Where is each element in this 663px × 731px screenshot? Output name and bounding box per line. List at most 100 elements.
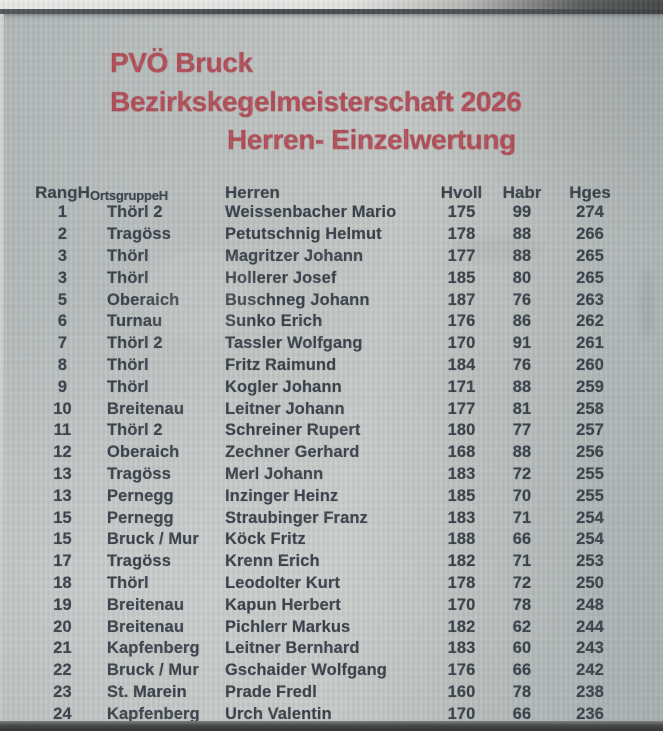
cell-hges: 258	[576, 399, 604, 418]
cell-habr: 76	[512, 290, 532, 309]
cell-ortsgruppe: Turnau	[107, 312, 163, 331]
table-row: 13 Tragöss Merl Johann 183 72 255	[35, 464, 624, 486]
cell-rang: 15	[53, 508, 72, 527]
cell-hvoll: 178	[447, 225, 476, 244]
cell-habr: 76	[512, 355, 532, 374]
cell-hvoll: 178	[447, 573, 476, 592]
results-table-header: RangH OrtsgruppeH Herren Hvoll Habr Hges	[35, 183, 624, 203]
cell-herren: Leitner Johann	[225, 399, 345, 418]
table-row: 18 Thörl Leodolter Kurt 178 72 250	[35, 573, 624, 595]
cell-hvoll: 168	[447, 443, 476, 462]
cell-ortsgruppe: Pernegg	[107, 486, 174, 505]
cell-hvoll: 160	[447, 682, 476, 701]
table-row: 9 Thörl Kogler Johann 171 88 259	[35, 376, 624, 398]
cell-hvoll: 187	[447, 290, 476, 309]
cell-hvoll: 184	[447, 355, 476, 374]
cell-herren: Köck Fritz	[225, 530, 306, 549]
cell-ortsgruppe: Thörl	[107, 268, 149, 287]
cell-rang: 9	[57, 377, 68, 396]
cell-herren: Leodolter Kurt	[225, 573, 341, 592]
cell-ortsgruppe: St. Marein	[107, 682, 187, 701]
cell-habr: 91	[512, 334, 532, 353]
cell-habr: 78	[512, 595, 532, 614]
paper-top-shadow-line	[0, 9, 663, 14]
cell-rang: 11	[53, 421, 72, 440]
cell-ortsgruppe: Thörl	[107, 246, 149, 265]
cell-ortsgruppe: Oberaich	[107, 443, 180, 462]
cell-hvoll: 171	[447, 377, 476, 396]
cell-ortsgruppe: Thörl 2	[107, 203, 163, 222]
title-line-championship: Bezirkskegelmeisterschaft 2026	[110, 85, 522, 117]
cell-hvoll: 185	[447, 486, 476, 505]
cell-hvoll: 176	[447, 312, 476, 331]
cell-hvoll: 177	[447, 399, 476, 418]
cell-hvoll: 182	[447, 617, 476, 636]
cell-ortsgruppe: Tragöss	[107, 464, 171, 483]
cell-hges: 274	[576, 203, 604, 222]
table-row: 20 Breitenau Pichlerr Markus 182 62 244	[35, 616, 624, 638]
cell-ortsgruppe: Thörl 2	[107, 421, 163, 440]
cell-hges: 236	[576, 704, 604, 723]
cell-habr: 72	[512, 573, 532, 592]
cell-ortsgruppe: Thörl	[107, 355, 149, 374]
cell-herren: Merl Johann	[225, 464, 324, 483]
cell-habr: 77	[512, 421, 532, 440]
table-row: 10 Breitenau Leitner Johann 177 81 258	[35, 398, 624, 420]
cell-rang: 20	[53, 617, 72, 636]
cell-ortsgruppe: Bruck / Mur	[107, 661, 199, 680]
table-row: 7 Thörl 2 Tassler Wolfgang 170 91 261	[35, 333, 624, 355]
table-row: 15 Pernegg Straubinger Franz 183 71 254	[35, 507, 624, 529]
table-row: 1 Thörl 2 Weissenbacher Mario 175 99 274	[35, 202, 624, 224]
cell-hges: 238	[576, 682, 604, 701]
cell-herren: Schreiner Rupert	[225, 421, 361, 440]
table-row: 19 Breitenau Kapun Herbert 170 78 248	[35, 594, 624, 616]
cell-herren: Fritz Raimund	[225, 355, 337, 374]
cell-rang: 21	[53, 639, 72, 658]
cell-habr: 88	[512, 377, 532, 396]
cell-habr: 66	[512, 530, 532, 549]
table-row: 8 Thörl Fritz Raimund 184 76 260	[35, 355, 624, 377]
cell-hvoll: 180	[447, 421, 476, 440]
cell-rang: 8	[57, 355, 68, 374]
cell-hges: 255	[576, 486, 604, 505]
paper-artifact	[640, 268, 654, 338]
table-row: 11 Thörl 2 Schreiner Rupert 180 77 257	[35, 420, 624, 442]
title-line-organization: PVÖ Bruck	[110, 47, 253, 78]
cell-ortsgruppe: Thörl 2	[107, 334, 163, 353]
cell-herren: Urch Valentin	[225, 704, 332, 723]
title-line-category: Herren- Einzelwertung	[227, 124, 516, 155]
cell-hges: 255	[576, 464, 604, 483]
cell-rang: 2	[57, 225, 68, 244]
cell-hvoll: 183	[447, 508, 476, 527]
cell-hvoll: 185	[447, 268, 476, 287]
cell-herren: Sunko Erich	[225, 312, 323, 331]
paper-left-edge	[0, 14, 4, 722]
cell-hvoll: 188	[447, 530, 476, 549]
cell-habr: 81	[512, 399, 532, 418]
cell-herren: Kapun Herbert	[225, 595, 341, 614]
cell-herren: Magritzer Johann	[225, 246, 364, 265]
cell-ortsgruppe: Oberaich	[107, 290, 180, 309]
cell-habr: 88	[512, 443, 532, 462]
table-row: 2 Tragöss Petutschnig Helmut 178 88 266	[35, 224, 624, 246]
column-header-herren: Herren	[225, 183, 280, 202]
cell-rang: 23	[53, 682, 72, 701]
cell-rang: 1	[57, 203, 68, 222]
cell-rang: 18	[53, 573, 72, 592]
cell-habr: 66	[512, 661, 532, 680]
cell-herren: Zechner Gerhard	[225, 443, 360, 462]
cell-rang: 17	[53, 552, 72, 571]
column-header-habr: Habr	[502, 183, 542, 202]
cell-ortsgruppe: Kapfenberg	[107, 639, 200, 658]
cell-herren: Pichlerr Markus	[225, 617, 351, 636]
cell-ortsgruppe: Tragöss	[107, 225, 171, 244]
cell-habr: 80	[512, 268, 532, 287]
cell-hvoll: 170	[447, 334, 476, 353]
cell-habr: 88	[512, 225, 532, 244]
column-header-ortsgruppe: OrtsgruppeH	[90, 188, 168, 203]
cell-ortsgruppe: Kapfenberg	[107, 704, 200, 723]
cell-habr: 71	[512, 552, 532, 571]
column-header-hvoll: Hvoll	[440, 183, 483, 202]
cell-rang: 13	[53, 464, 72, 483]
cell-habr: 99	[512, 203, 532, 222]
